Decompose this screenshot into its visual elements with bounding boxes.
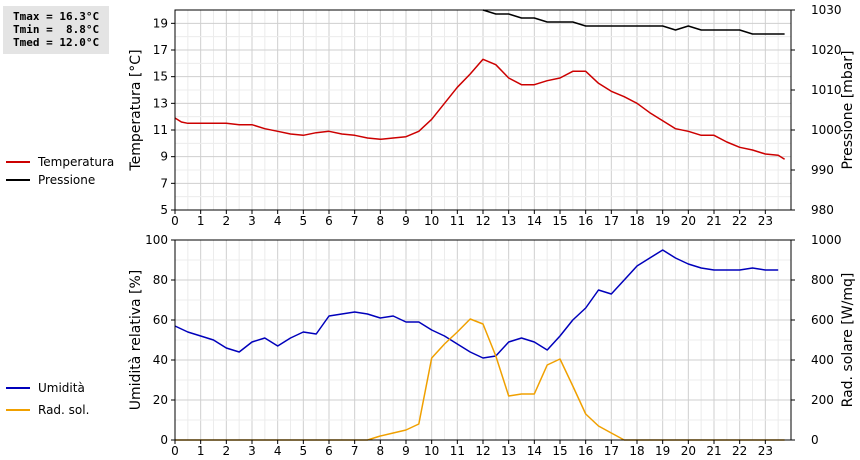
x-tick-label: 12 <box>475 444 490 458</box>
stats-box: Tmax = 16.3°C Tmin = 8.8°C Tmed = 12.0°C <box>3 6 109 54</box>
x-tick-label: 11 <box>450 214 465 228</box>
x-tick-label: 17 <box>604 444 619 458</box>
y2-tick-label: 1030 <box>811 3 842 17</box>
y2-tick-label: 1010 <box>811 83 842 97</box>
x-tick-label: 20 <box>681 214 696 228</box>
tmax-text: Tmax = 16.3°C <box>13 10 100 23</box>
tmin-text: Tmin = 8.8°C <box>13 23 100 36</box>
x-tick-label: 2 <box>223 214 231 228</box>
x-tick-label: 22 <box>732 214 747 228</box>
x-tick-label: 18 <box>629 444 644 458</box>
x-tick-label: 21 <box>706 214 721 228</box>
x-tick-label: 14 <box>527 214 542 228</box>
y-tick-label: 20 <box>153 393 168 407</box>
x-tick-label: 8 <box>377 214 385 228</box>
x-tick-label: 8 <box>377 444 385 458</box>
x-tick-label: 0 <box>171 444 179 458</box>
x-tick-label: 3 <box>248 214 256 228</box>
y-tick-label: 40 <box>153 353 168 367</box>
x-tick-label: 0 <box>171 214 179 228</box>
y2-tick-label: 800 <box>811 273 834 287</box>
y-tick-label: 0 <box>160 433 168 447</box>
x-tick-label: 19 <box>655 214 670 228</box>
x-tick-label: 2 <box>223 444 231 458</box>
series-line-pressione <box>482 9 785 35</box>
series-line-temperatura <box>174 58 785 160</box>
y-tick-label: 11 <box>153 123 168 137</box>
x-tick-label: 3 <box>248 444 256 458</box>
y2-axis-label: Pressione [mbar] <box>840 50 856 169</box>
x-tick-label: 16 <box>578 444 593 458</box>
x-tick-label: 11 <box>450 444 465 458</box>
y2-axis-label: Rad. solare [W/mq] <box>840 273 856 408</box>
x-tick-label: 4 <box>274 444 282 458</box>
y2-tick-label: 1000 <box>811 123 842 137</box>
legend-label: Temperatura <box>37 155 114 169</box>
x-tick-label: 1 <box>197 214 205 228</box>
y-tick-label: 5 <box>160 203 168 217</box>
y-tick-label: 7 <box>160 176 168 190</box>
x-tick-label: 4 <box>274 214 282 228</box>
x-tick-label: 21 <box>706 444 721 458</box>
x-tick-label: 10 <box>424 214 439 228</box>
x-tick-label: 6 <box>325 214 333 228</box>
legend-label: Umidità <box>38 381 85 395</box>
x-tick-label: 7 <box>351 214 359 228</box>
y-axis-label: Umidità relativa [%] <box>128 270 144 411</box>
y2-tick-label: 600 <box>811 313 834 327</box>
x-tick-label: 23 <box>758 444 773 458</box>
legend-label: Rad. sol. <box>38 403 89 417</box>
series-line-rad-sol- <box>175 318 785 441</box>
x-tick-label: 5 <box>300 444 308 458</box>
x-tick-label: 18 <box>629 214 644 228</box>
x-tick-label: 14 <box>527 444 542 458</box>
x-tick-label: 7 <box>351 444 359 458</box>
y-tick-label: 100 <box>145 233 168 247</box>
series-line-umidit- <box>174 249 779 359</box>
x-tick-label: 13 <box>501 214 516 228</box>
x-tick-label: 15 <box>552 444 567 458</box>
legend-label: Pressione <box>38 173 95 187</box>
x-tick-label: 12 <box>475 214 490 228</box>
y-tick-label: 13 <box>153 96 168 110</box>
x-tick-label: 17 <box>604 214 619 228</box>
y2-tick-label: 400 <box>811 353 834 367</box>
x-tick-label: 19 <box>655 444 670 458</box>
y2-tick-label: 990 <box>811 163 834 177</box>
y2-tick-label: 980 <box>811 203 834 217</box>
x-tick-label: 6 <box>325 444 333 458</box>
x-tick-label: 16 <box>578 214 593 228</box>
y-tick-label: 80 <box>153 273 168 287</box>
x-tick-label: 1 <box>197 444 205 458</box>
y2-tick-label: 200 <box>811 393 834 407</box>
x-tick-label: 9 <box>402 444 410 458</box>
y-tick-label: 19 <box>153 16 168 30</box>
x-tick-label: 22 <box>732 444 747 458</box>
tmed-text: Tmed = 12.0°C <box>13 36 100 49</box>
y-tick-label: 17 <box>153 43 168 57</box>
y-axis-label: Temperatura [°C] <box>128 49 144 171</box>
y-tick-label: 9 <box>160 150 168 164</box>
x-tick-label: 23 <box>758 214 773 228</box>
x-tick-label: 13 <box>501 444 516 458</box>
y2-tick-label: 1000 <box>811 233 842 247</box>
x-tick-label: 5 <box>300 214 308 228</box>
y-tick-label: 60 <box>153 313 168 327</box>
x-tick-label: 9 <box>402 214 410 228</box>
x-tick-label: 20 <box>681 444 696 458</box>
x-tick-label: 15 <box>552 214 567 228</box>
y2-tick-label: 0 <box>811 433 819 447</box>
x-tick-label: 10 <box>424 444 439 458</box>
y-tick-label: 15 <box>153 70 168 84</box>
y2-tick-label: 1020 <box>811 43 842 57</box>
